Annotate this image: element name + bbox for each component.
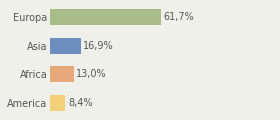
Bar (50, 9, 161, 25)
Bar (50, 66, 74, 82)
Text: 61,7%: 61,7% (164, 12, 194, 22)
Text: 13,0%: 13,0% (76, 69, 107, 79)
Text: 8,4%: 8,4% (68, 98, 93, 108)
Text: 16,9%: 16,9% (83, 41, 114, 51)
Bar (50, 95, 66, 111)
Bar (50, 38, 81, 54)
